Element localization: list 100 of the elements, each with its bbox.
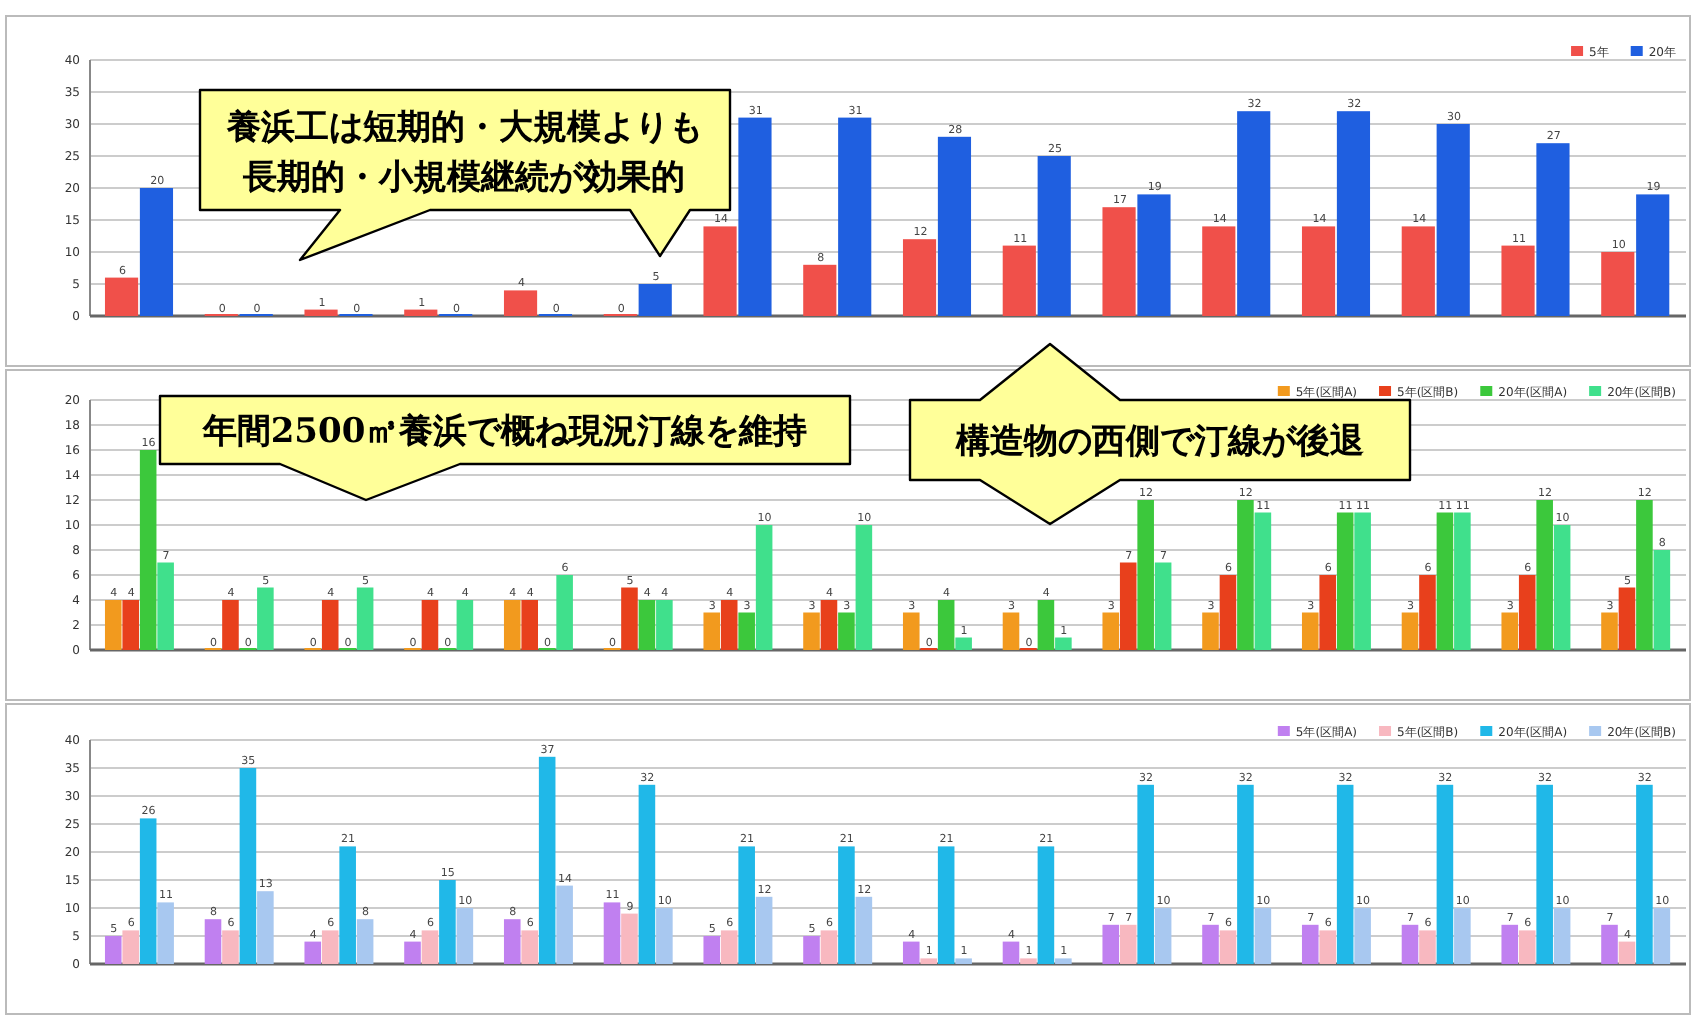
bar: [1319, 575, 1336, 650]
bar: [1518, 575, 1536, 650]
bar: [122, 600, 139, 650]
bar: [703, 226, 737, 316]
bar: [356, 919, 374, 964]
bar: [937, 600, 955, 650]
bar: [1336, 784, 1354, 964]
bar: [1601, 252, 1635, 316]
bar: [538, 756, 556, 964]
bar: [1002, 941, 1020, 964]
bar: [104, 600, 122, 650]
bar: [1336, 111, 1371, 316]
bar: [1237, 500, 1254, 650]
bar: [638, 284, 672, 316]
bar: [1536, 500, 1553, 650]
bar: [257, 891, 274, 964]
bar: [356, 587, 374, 650]
annotation: 養浜工は短期的・大規模よりも: [225, 108, 703, 148]
annotation: 年間2500㎥養浜で概ね現況汀線を維持: [200, 412, 808, 452]
bar: [204, 919, 222, 964]
bar: [1553, 908, 1571, 964]
bar: [521, 930, 538, 964]
bar: [1354, 512, 1371, 650]
bar: [955, 637, 972, 650]
bar: [1401, 612, 1419, 650]
bar: [104, 936, 122, 964]
bar: [738, 117, 772, 316]
bar: [1301, 612, 1319, 650]
bar: [404, 941, 421, 964]
bar: [1301, 226, 1336, 316]
bar: [304, 941, 322, 964]
bar: [1536, 143, 1570, 316]
bar: [803, 936, 820, 964]
bar: [1119, 924, 1137, 964]
bar: [603, 902, 621, 964]
bar: [503, 600, 521, 650]
bar: [720, 930, 738, 964]
bar: [1037, 600, 1055, 650]
bar: [1002, 245, 1036, 316]
bar: [1102, 612, 1120, 650]
bar: [1401, 924, 1419, 964]
bar: [1501, 245, 1535, 316]
bar: [1102, 924, 1120, 964]
bar: [304, 309, 338, 316]
bar: [838, 612, 855, 650]
bar: [157, 902, 174, 964]
bar: [703, 936, 721, 964]
bar: [404, 309, 438, 316]
bar: [139, 818, 157, 964]
bar: [257, 587, 274, 650]
bar: [1002, 612, 1020, 650]
bar: [1401, 226, 1435, 316]
bar: [656, 908, 673, 964]
bar: [321, 930, 339, 964]
bar: [855, 525, 873, 650]
bar: [421, 600, 439, 650]
bar: [1219, 930, 1237, 964]
bar: [556, 885, 573, 964]
bar: [820, 930, 838, 964]
bar: [838, 846, 855, 964]
bar: [937, 846, 955, 964]
bar: [1202, 924, 1219, 964]
bar: [1119, 562, 1137, 650]
bar: [855, 896, 873, 964]
bar: [1336, 512, 1354, 650]
bar: [1301, 924, 1319, 964]
bar: [1618, 941, 1636, 964]
bar: [1020, 958, 1037, 964]
bar: [720, 600, 738, 650]
bar: [1536, 784, 1553, 964]
bar: [1501, 924, 1519, 964]
bar: [1137, 784, 1154, 964]
bar: [1501, 612, 1519, 650]
bar: [755, 525, 773, 650]
bar: [1037, 846, 1055, 964]
bar: [1601, 612, 1618, 650]
bar: [104, 277, 139, 316]
bar: [1202, 612, 1219, 650]
bar: [755, 896, 773, 964]
bar: [1653, 550, 1671, 650]
bar: [638, 784, 656, 964]
bar: [439, 880, 456, 964]
bar: [521, 600, 538, 650]
bar: [803, 264, 837, 316]
bar: [920, 958, 937, 964]
bar: [1237, 784, 1254, 964]
bar: [1601, 924, 1618, 964]
bar: [937, 136, 972, 316]
bar: [621, 913, 638, 964]
bar: [1137, 194, 1171, 316]
bar: [503, 290, 538, 316]
bar: [139, 450, 157, 650]
bar: [1037, 156, 1071, 316]
bar: [503, 919, 521, 964]
bar: [456, 600, 474, 650]
bar: [1202, 226, 1236, 316]
bar: [1237, 111, 1271, 316]
bar: [1154, 562, 1172, 650]
bar: [902, 941, 920, 964]
bar: [1618, 587, 1636, 650]
